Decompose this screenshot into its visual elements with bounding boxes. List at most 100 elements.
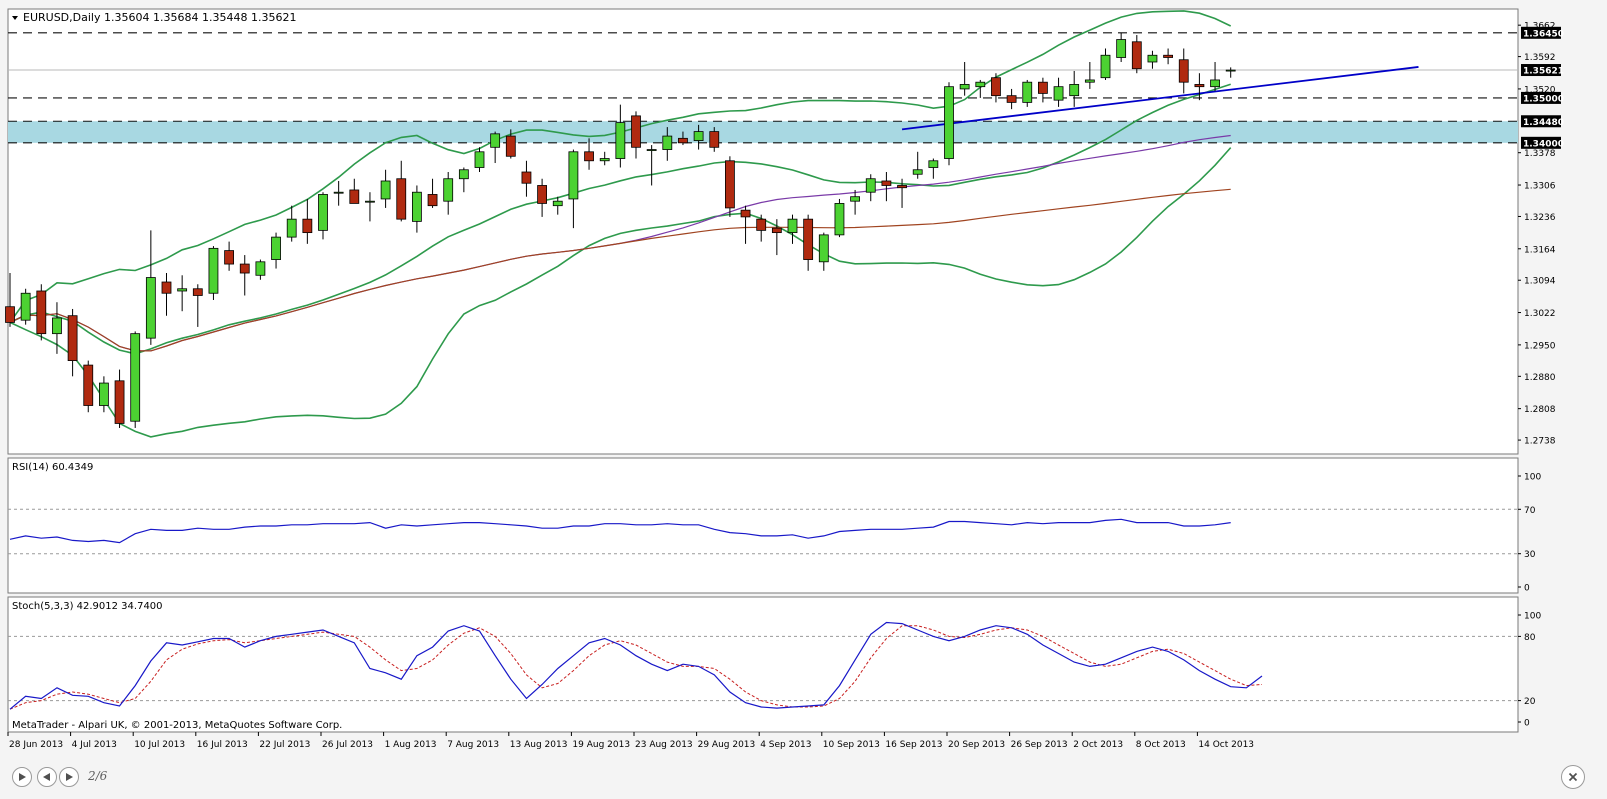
time-tick-label: 4 Jul 2013 [72, 740, 117, 750]
price-tick-label: 1.3378 [1524, 149, 1556, 159]
candle-body [1178, 59, 1189, 83]
candle [130, 331, 141, 428]
candle [380, 169, 391, 208]
candle-body [52, 317, 62, 335]
time-tick-label: 19 Aug 2013 [572, 740, 630, 750]
time-tick-label: 20 Sep 2013 [948, 740, 1005, 750]
candle [897, 178, 907, 208]
candle [1210, 61, 1220, 92]
price-panel[interactable]: 1.3662 1.3592 1.3520 1.3378 1.3306 1.3236 1.31… [5, 8, 1565, 455]
candle-body [255, 261, 266, 276]
candle-body [1053, 86, 1064, 101]
candle [411, 185, 422, 233]
candle [787, 214, 798, 244]
candle [615, 104, 626, 168]
candle-body [318, 194, 328, 231]
candle [944, 82, 954, 166]
candle [99, 376, 109, 413]
candle [20, 288, 31, 325]
next-button[interactable] [59, 767, 79, 787]
candle [318, 192, 328, 240]
copyright-text: MetaTrader - Alpari UK, © 2001-2013, Met… [12, 720, 342, 731]
bollinger-lower-band [9, 147, 1232, 438]
candle [1006, 88, 1017, 110]
stochastic-panel[interactable]: 100 80 20 0 Stoch(5,3,3) 42.9012 34.7400 Me… [7, 596, 1541, 733]
collapse-arrow-icon[interactable] [12, 16, 18, 20]
candle [255, 259, 266, 280]
time-tick-label: 7 Aug 2013 [447, 740, 499, 750]
candle [803, 214, 814, 271]
candle [552, 196, 563, 215]
candle [725, 156, 735, 217]
candle [646, 145, 657, 186]
candle-body [740, 209, 751, 218]
candle [161, 273, 172, 316]
candle [5, 273, 15, 327]
candle [740, 205, 751, 244]
price-tick-label: 1.2808 [1524, 405, 1556, 415]
candle-body [1038, 81, 1048, 94]
candle-body [302, 218, 313, 234]
candle [1116, 32, 1127, 62]
trendline[interactable] [901, 66, 1419, 131]
candle-body [537, 185, 547, 204]
next-icon [66, 773, 73, 781]
candle-body [1163, 54, 1173, 58]
candle [177, 275, 188, 312]
candle-body [959, 84, 970, 90]
candle [1084, 61, 1095, 89]
rsi-panel[interactable]: 100 70 30 0 RSI(14) 60.4349 [7, 457, 1541, 594]
support-zone-band [8, 121, 1518, 143]
play-button[interactable] [12, 767, 32, 787]
candle [67, 308, 78, 377]
price-level-tag: 1.34000 [1521, 136, 1564, 149]
rsi-line [9, 518, 1231, 544]
chart-area[interactable]: 1.3662 1.3592 1.3520 1.3378 1.3306 1.3236 1.31… [0, 0, 1607, 760]
candle-body [130, 333, 141, 422]
candle-body [662, 135, 673, 150]
price-level-tag: 1.34480 [1521, 115, 1564, 128]
page-indicator: 2/6 [88, 769, 108, 783]
candle-body [145, 277, 156, 339]
candle-body [881, 180, 892, 186]
candle [239, 255, 250, 296]
stochastic-tick-label: 0 [1524, 719, 1530, 729]
candle [991, 73, 1001, 103]
time-tick-label: 29 Aug 2013 [698, 740, 756, 750]
candle [458, 167, 469, 193]
stochastic-main-line [9, 621, 1263, 710]
candle-body [474, 151, 485, 168]
stochastic-signal-line [9, 625, 1263, 710]
rsi-label: RSI(14) 60.4349 [12, 462, 93, 473]
rsi-tick-label: 30 [1524, 550, 1536, 560]
close-icon [1568, 772, 1578, 782]
candle-body [521, 171, 532, 184]
candle [192, 284, 203, 327]
candle-body [1084, 79, 1095, 83]
candle-body [928, 160, 939, 168]
candle-body [192, 288, 203, 296]
time-tick-label: 10 Jul 2013 [134, 740, 185, 750]
candle [505, 129, 516, 159]
price-level-tag-text: 1.36450 [1523, 29, 1564, 39]
candle-body [224, 250, 235, 265]
candle-body [646, 149, 657, 151]
close-button[interactable] [1561, 765, 1585, 789]
candle-body [912, 169, 923, 175]
previous-button[interactable] [37, 767, 57, 787]
candle [771, 219, 782, 256]
candle-body [1100, 54, 1111, 79]
price-level-tag-bg [1521, 115, 1561, 128]
footer-bar: 2/6 [0, 760, 1607, 799]
candle-body [114, 380, 125, 424]
candle-body [599, 158, 610, 162]
previous-icon [43, 773, 50, 781]
time-tick-label: 10 Sep 2013 [823, 740, 880, 750]
candle-body [427, 194, 438, 207]
candle-body [286, 218, 297, 238]
candle [1038, 77, 1048, 103]
candle [865, 174, 876, 202]
candle-body [271, 236, 281, 260]
candle-body [333, 191, 344, 194]
candle-body [709, 131, 720, 148]
